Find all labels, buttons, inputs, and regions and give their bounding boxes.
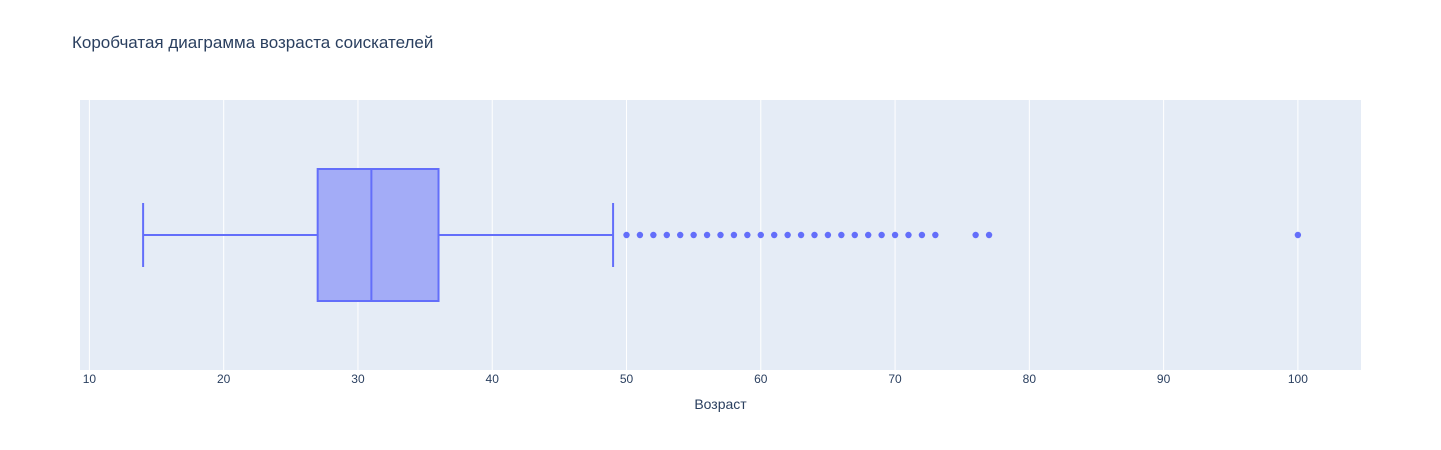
- outlier-point: [865, 231, 872, 239]
- x-tick-label: 80: [1023, 372, 1037, 386]
- outlier-point: [744, 231, 751, 239]
- outlier-point: [811, 231, 818, 239]
- outlier-point: [623, 231, 630, 239]
- outlier-point: [838, 231, 845, 239]
- x-tick-label: 50: [620, 372, 634, 386]
- x-tick-label: 30: [351, 372, 365, 386]
- outlier-point: [677, 231, 684, 239]
- outlier-point: [703, 231, 711, 239]
- outlier-point: [650, 231, 657, 239]
- outlier-point: [851, 231, 858, 239]
- chart-title: Коробчатая диаграмма возраста соискателе…: [72, 33, 434, 52]
- x-tick-label: 40: [486, 372, 500, 386]
- outlier-point: [878, 231, 885, 239]
- outlier-point: [1294, 231, 1302, 239]
- outlier-point: [717, 231, 724, 239]
- x-tick-label: 10: [83, 372, 97, 386]
- outlier-point: [972, 231, 979, 239]
- outlier-point: [636, 231, 644, 239]
- x-tick-label: 90: [1157, 372, 1171, 386]
- outlier-point: [690, 231, 697, 239]
- x-tick-label: 70: [888, 372, 902, 386]
- x-tick-label: 60: [754, 372, 768, 386]
- outlier-point: [932, 231, 939, 239]
- outlier-point: [730, 231, 738, 239]
- outlier-point: [757, 231, 764, 239]
- x-axis-title: Возраст: [694, 396, 747, 412]
- iqr-box: [316, 168, 440, 302]
- outlier-point: [771, 231, 778, 239]
- outlier-point: [824, 231, 832, 239]
- x-tick-label: 100: [1288, 372, 1308, 386]
- outlier-point: [905, 231, 912, 239]
- outlier-point: [918, 231, 926, 239]
- outlier-point: [797, 231, 805, 239]
- outlier-point: [985, 231, 993, 239]
- x-tick-label: 20: [217, 372, 231, 386]
- outlier-point: [663, 231, 670, 239]
- outlier-point: [784, 231, 791, 239]
- outlier-point: [891, 231, 899, 239]
